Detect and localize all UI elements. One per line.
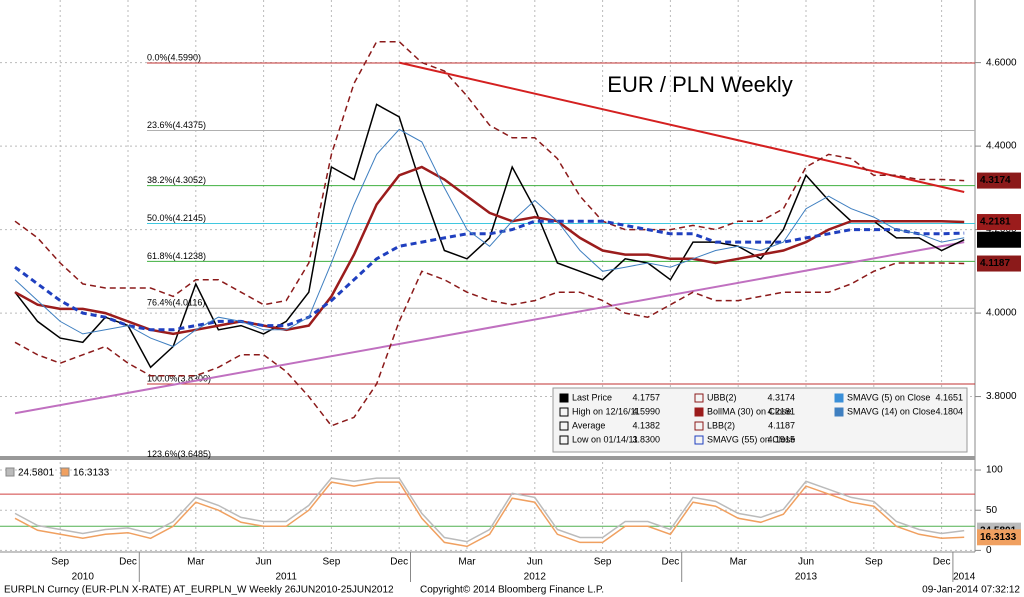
trendline — [14, 241, 965, 415]
fib-label: 23.6%(4.4375) — [147, 120, 206, 130]
legend-label: UBB(2) — [707, 392, 737, 402]
legend-label: Average — [572, 420, 605, 430]
legend-label: BollMA (30) on Close — [707, 406, 792, 416]
y-tick-label: 4.4000 — [986, 141, 1017, 152]
value-tag — [977, 529, 1021, 546]
x-tick-label: Jun — [527, 557, 543, 568]
series-line — [14, 128, 965, 348]
value-tag-label: 4.1187 — [980, 258, 1010, 269]
x-tick-label: Mar — [730, 557, 748, 568]
fib-label: 100.0%(3.8300) — [147, 373, 211, 383]
series-line — [14, 40, 965, 306]
legend-swatch — [5, 467, 15, 477]
y-tick-label: 100 — [986, 465, 1003, 476]
legend-label: High on 12/16/11 — [572, 406, 640, 416]
legend-value: 4.1804 — [935, 406, 963, 416]
legend-value: 24.5801 — [18, 468, 55, 479]
legend-swatch — [834, 393, 844, 403]
legend-value: 4.1757 — [632, 392, 660, 402]
legend-label: SMAVG (55) on Close — [707, 434, 795, 444]
legend-swatch — [834, 407, 844, 417]
fib-label: 76.4%(4.0116) — [147, 298, 205, 308]
legend-swatch — [559, 421, 569, 431]
legend-swatch — [694, 407, 704, 417]
y-tick-label: 3.8000 — [986, 391, 1017, 402]
value-tag-label: 4.2181 — [980, 217, 1011, 228]
fib-label: 50.0%(4.2145) — [147, 213, 206, 223]
legend-swatch — [694, 393, 704, 403]
x-tick-label: Mar — [187, 557, 205, 568]
series-line — [14, 477, 965, 543]
value-tag-label: 16.3133 — [980, 532, 1017, 543]
legend: Last Price 4.1757 High on 12/16/114.5990 Av… — [552, 387, 968, 453]
legend-swatch — [559, 407, 569, 417]
x-tick-label: Mar — [458, 557, 476, 568]
legend-swatch — [694, 421, 704, 431]
legend-value: 4.1915 — [767, 434, 795, 444]
x-tick-label: Dec — [933, 557, 951, 568]
x-tick-label: Sep — [865, 557, 883, 568]
x-tick-label: Sep — [51, 557, 69, 568]
value-tag — [977, 214, 1021, 231]
x-tick-label: Sep — [594, 557, 612, 568]
fib-label: 0.0%(4.5990) — [147, 52, 201, 62]
x-tick-label: Jun — [798, 557, 814, 568]
trendline — [398, 61, 965, 193]
footer-center: Copyright© 2014 Bloomberg Finance L.P. — [420, 585, 604, 596]
legend-swatch — [60, 467, 70, 477]
x-year-label: 2013 — [795, 572, 818, 583]
series-line — [14, 481, 965, 548]
x-year-label: 2011 — [275, 572, 297, 583]
x-tick-label: Jun — [256, 557, 272, 568]
y-tick-label: 4.0000 — [986, 308, 1017, 319]
legend-label: LBB(2) — [707, 420, 735, 430]
legend-value: 4.3174 — [767, 392, 795, 402]
legend-value: 4.1651 — [935, 392, 963, 402]
y-tick-label: 4.6000 — [986, 57, 1017, 68]
value-tag — [977, 172, 1021, 189]
x-tick-label: Dec — [119, 557, 137, 568]
x-year-label: 2014 — [953, 572, 976, 583]
legend-value: 16.3133 — [73, 468, 110, 479]
legend-label: Last Price — [572, 392, 612, 402]
legend-value: 4.5990 — [632, 406, 660, 416]
y-tick-label: 50 — [986, 505, 998, 516]
x-tick-label: Sep — [323, 557, 341, 568]
value-tag-label: 4.1757 — [980, 234, 1011, 245]
value-tag-label: 4.3174 — [980, 175, 1011, 186]
legend-swatch — [694, 435, 704, 445]
legend-label: Low on 01/14/11 — [572, 434, 638, 444]
x-year-label: 2010 — [72, 572, 95, 583]
fib-label: 38.2%(4.3052) — [147, 175, 206, 185]
series-line — [14, 219, 965, 332]
legend-label: SMAVG (5) on Close — [847, 392, 930, 402]
series-line — [14, 165, 965, 336]
x-tick-label: Dec — [390, 557, 408, 568]
panel-separator — [0, 456, 975, 460]
legend-swatch — [559, 393, 569, 403]
footer-left: EURPLN Curncy (EUR-PLN X-RATE) AT_EURPLN… — [4, 585, 394, 596]
legend-value: 4.1382 — [632, 420, 660, 430]
x-tick-label: Dec — [662, 557, 680, 568]
value-tag — [977, 231, 1021, 248]
fib-label: 61.8%(4.1238) — [147, 251, 206, 261]
legend-value: 4.2181 — [767, 406, 795, 416]
series-line — [14, 262, 965, 427]
value-tag — [977, 255, 1021, 272]
fib-label: 123.6%(3.6485) — [147, 449, 211, 459]
legend-swatch — [559, 435, 569, 445]
legend-value: 3.8300 — [632, 434, 660, 444]
legend-value: 4.1187 — [768, 420, 795, 430]
y-tick-label: 0 — [986, 545, 992, 556]
footer-right: 09-Jan-2014 07:32:12 — [922, 585, 1020, 596]
chart-title: EUR / PLN Weekly — [607, 72, 792, 97]
legend-label: SMAVG (14) on Close — [847, 406, 935, 416]
legend-box — [552, 387, 968, 453]
x-year-label: 2012 — [524, 572, 547, 583]
